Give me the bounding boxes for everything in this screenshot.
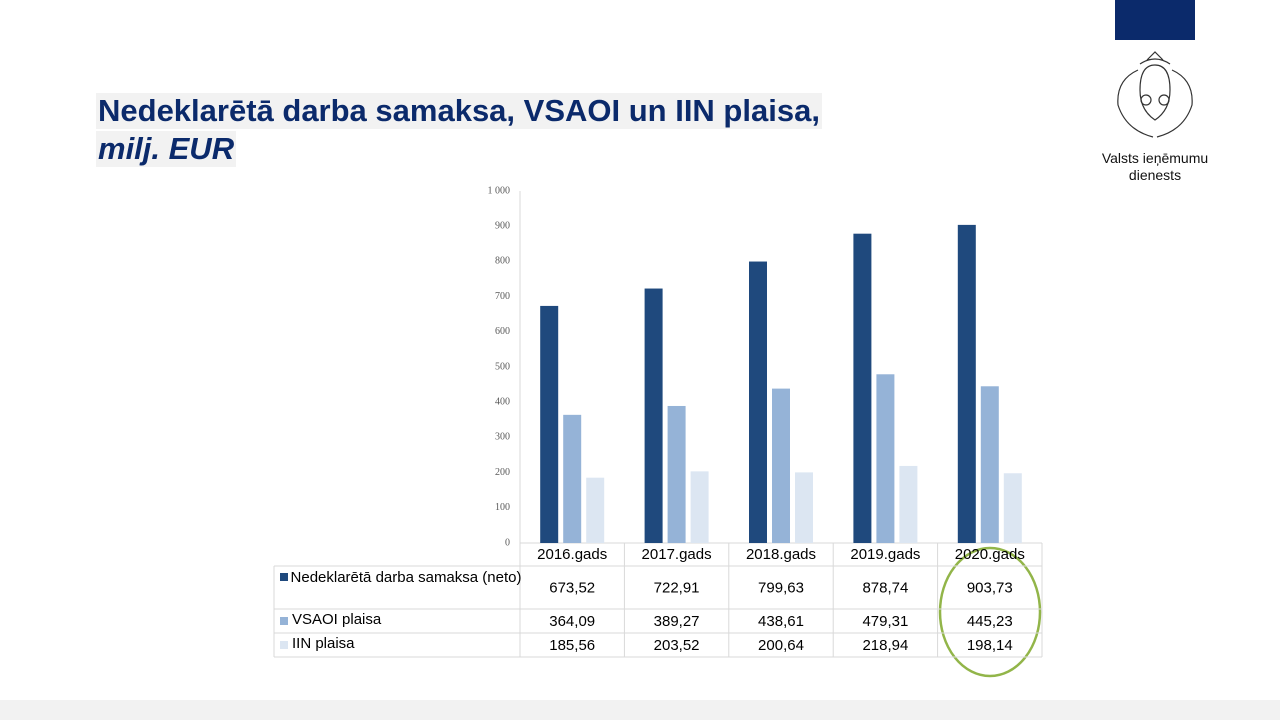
data-label: 673,52 [549, 579, 595, 596]
bar [644, 288, 663, 543]
x-tick-label: 2016.gads [537, 546, 607, 563]
y-tick-label: 900 [495, 220, 510, 231]
y-tick-label: 600 [495, 326, 510, 337]
bar [876, 374, 895, 543]
y-tick-label: 700 [495, 291, 510, 302]
bar [749, 261, 767, 543]
bar [772, 388, 790, 543]
bar [980, 386, 999, 543]
data-label: 389,27 [654, 613, 700, 630]
logo-text: Valsts ieņēmumu [1101, 150, 1209, 166]
bar [667, 405, 686, 543]
data-label: 364,09 [549, 613, 595, 630]
data-label: 198,14 [967, 637, 1013, 654]
y-tick-label: 300 [495, 432, 510, 443]
y-tick-label: 100 [495, 502, 510, 513]
footer-band [0, 700, 1280, 720]
data-label: 218,94 [862, 637, 908, 654]
bar [540, 305, 559, 543]
data-label: 799,63 [758, 579, 804, 596]
x-tick-label: 2019.gads [850, 546, 920, 563]
bar [899, 465, 918, 543]
data-label: 445,23 [967, 613, 1013, 630]
title: Nedeklarētā darba samaksa, VSAOI un IIN … [96, 93, 822, 129]
legend-label: IIN plaisa [292, 635, 355, 652]
data-label: 722,91 [654, 579, 700, 596]
y-tick-label: 400 [495, 396, 510, 407]
coat-of-arms [1117, 51, 1193, 138]
y-tick-label: 200 [495, 467, 510, 478]
data-label: 200,64 [758, 637, 804, 654]
legend-marker [280, 641, 288, 649]
x-tick-label: 2017.gads [642, 546, 712, 563]
x-tick-label: 2020.gads [955, 546, 1025, 563]
bar [563, 414, 582, 543]
y-tick-label: 500 [495, 361, 510, 372]
bar [853, 233, 872, 543]
legend-label: Nedeklarētā darba samaksa (neto) [290, 569, 522, 586]
logo-text: dienests [1128, 167, 1182, 183]
data-label: 903,73 [967, 579, 1013, 596]
y-tick-label: 800 [495, 256, 510, 267]
legend-marker [280, 573, 288, 581]
legend-label: VSAOI plaisa [292, 611, 382, 628]
legend-marker [280, 617, 288, 625]
y-tick-label: 0 [505, 537, 510, 548]
bar [690, 471, 709, 543]
bar [795, 472, 813, 543]
data-label: 878,74 [862, 579, 908, 596]
logo-bar [1115, 0, 1195, 40]
x-tick-label: 2018.gads [746, 546, 816, 563]
data-label: 438,61 [758, 613, 804, 630]
data-label: 479,31 [862, 613, 908, 630]
highlight-ellipse [938, 546, 1042, 678]
bar [1003, 473, 1022, 543]
bar [957, 224, 976, 544]
data-label: 185,56 [549, 637, 595, 654]
data-label: 203,52 [654, 637, 700, 654]
subtitle: milj. EUR [96, 131, 237, 167]
bar [586, 477, 605, 543]
y-tick-label: 1 000 [488, 185, 511, 196]
